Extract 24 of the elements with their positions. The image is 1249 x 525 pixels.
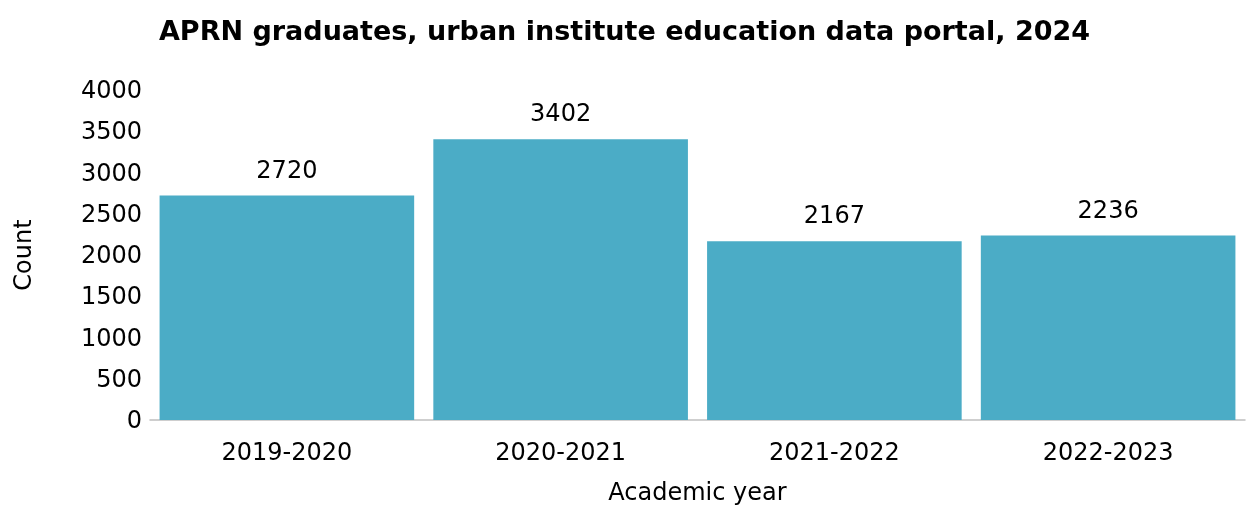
chart-title: APRN graduates, urban institute education data portal, 2024 bbox=[158, 15, 1091, 46]
x-tick-label: 2020-2021 bbox=[495, 438, 627, 466]
y-tick-label: 2500 bbox=[80, 199, 142, 228]
y-tick-label: 2000 bbox=[80, 241, 142, 269]
data-label: 2167 bbox=[803, 201, 865, 230]
y-tick-label: 3000 bbox=[80, 158, 142, 187]
y-tick-label: 3500 bbox=[80, 117, 142, 146]
y-tick-label: 500 bbox=[96, 364, 142, 393]
y-tick-label: 4000 bbox=[80, 76, 142, 104]
data-label: 3402 bbox=[530, 99, 592, 128]
data-label: 2236 bbox=[1077, 195, 1139, 224]
bar bbox=[707, 241, 962, 420]
y-tick-label: 1500 bbox=[80, 282, 142, 311]
x-tick-label: 2019-2020 bbox=[221, 438, 353, 466]
x-axis-title: Academic year bbox=[608, 478, 787, 506]
y-tick-label: 0 bbox=[126, 406, 142, 434]
bar bbox=[159, 195, 415, 420]
x-tick-label: 2022-2023 bbox=[1042, 438, 1174, 466]
bar bbox=[980, 235, 1236, 420]
x-tick-label: 2021-2022 bbox=[768, 438, 900, 466]
bar bbox=[433, 139, 688, 420]
y-axis-title: Count bbox=[9, 219, 37, 291]
data-label: 2720 bbox=[256, 155, 318, 184]
y-tick-label: 1000 bbox=[80, 323, 142, 352]
